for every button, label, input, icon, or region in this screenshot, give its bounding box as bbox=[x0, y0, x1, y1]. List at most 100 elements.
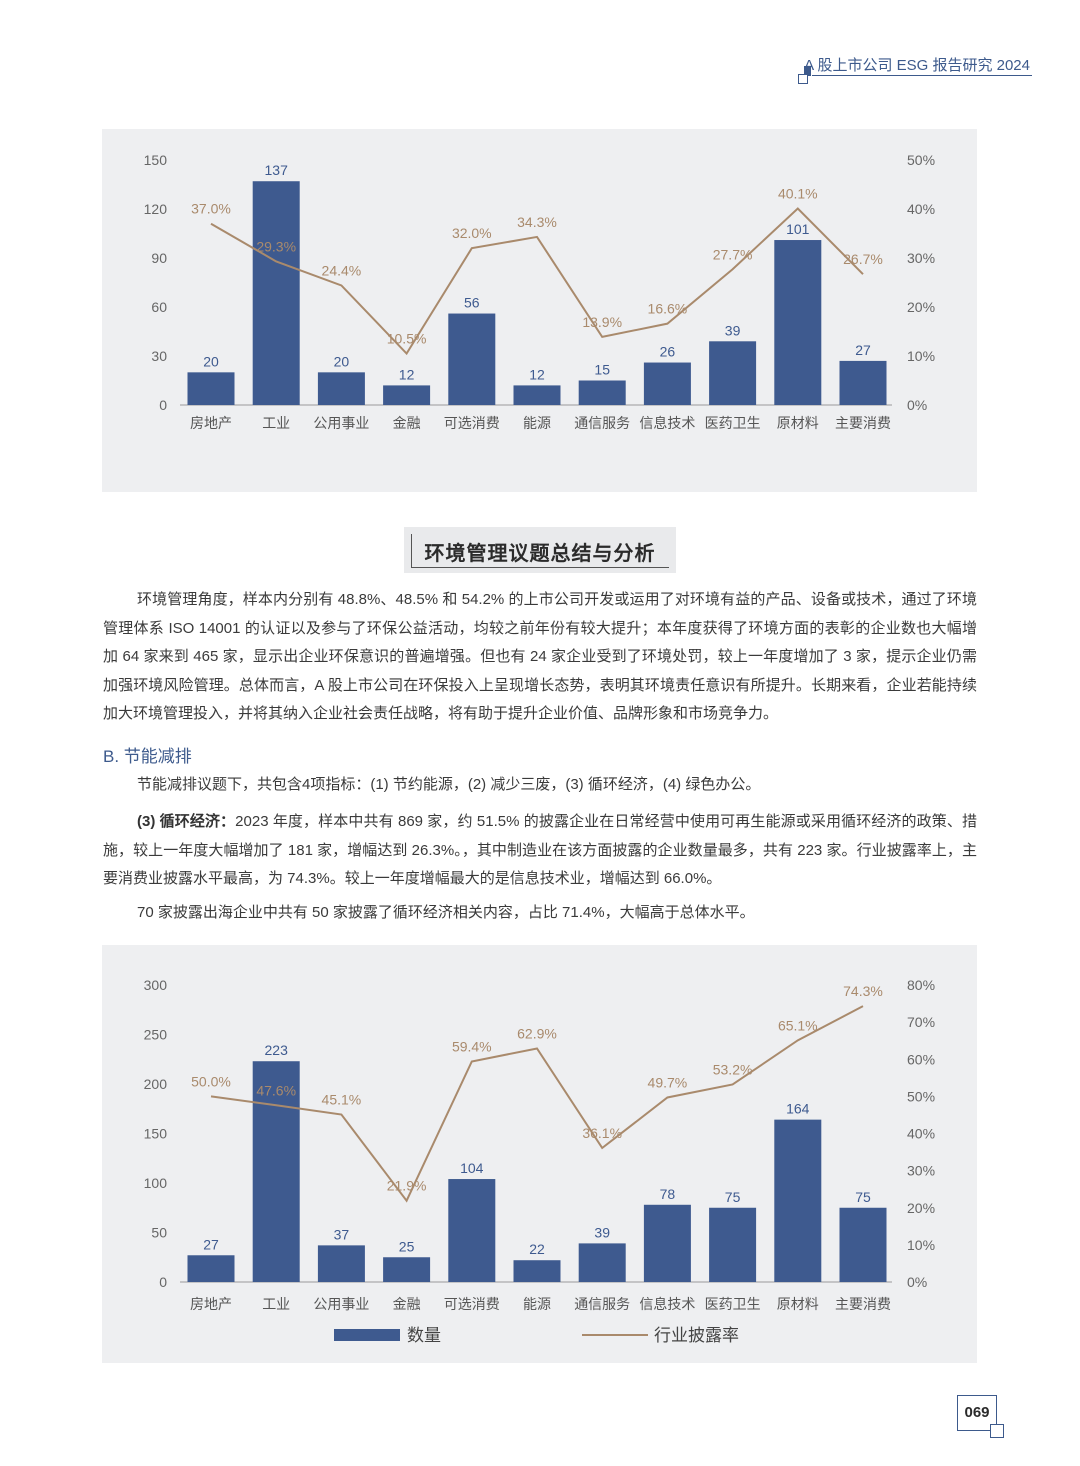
header-rule bbox=[812, 75, 1032, 76]
paragraph-circular-economy: (3) 循环经济：2023 年度，样本中共有 869 家，约 51.5% 的披露… bbox=[103, 808, 977, 894]
chart-panel-2: 0 50 100 150 200 250 300 0% 10% 20% 30% 40% 50% 60% 70… bbox=[102, 945, 977, 1363]
left-axis-tick-label: 150 bbox=[144, 152, 168, 168]
chart-panel-1: 0 30 60 90 120 150 0% 10% 20% 30% 40% 50% 20 房地产 137 工业… bbox=[102, 129, 977, 492]
chart-2: 0 50 100 150 200 250 300 0% 10% 20% 30% 40% 50% 60% 70… bbox=[144, 977, 935, 1346]
line-value-label: 10.5% bbox=[387, 331, 427, 347]
left-axis-tick-label: 90 bbox=[151, 250, 167, 266]
left-axis-tick-label: 120 bbox=[144, 201, 168, 217]
bar-value-label: 37 bbox=[334, 1226, 350, 1242]
left-axis-tick-label: 50 bbox=[151, 1225, 167, 1241]
category-tick-label: 公用事业 bbox=[313, 1297, 369, 1313]
bar bbox=[839, 1207, 887, 1282]
circular-economy-body: 2023 年度，样本中共有 869 家，约 51.5% 的披露企业在日常经营中使… bbox=[103, 813, 977, 887]
legend-bar-label: 数量 bbox=[407, 1326, 441, 1346]
line-value-label: 29.3% bbox=[256, 238, 296, 254]
bar-value-label: 26 bbox=[660, 344, 676, 360]
left-axis-tick-label: 200 bbox=[144, 1076, 168, 1092]
right-axis-tick-label: 30% bbox=[907, 250, 935, 266]
bar bbox=[643, 362, 691, 405]
paragraph-overseas: 70 家披露出海企业中共有 50 家披露了循环经济相关内容，占比 71.4%，大… bbox=[137, 904, 755, 921]
category-tick-label: 主要消费 bbox=[835, 416, 891, 432]
category-tick-label: 房地产 bbox=[190, 1297, 232, 1313]
category-tick-label: 信息技术 bbox=[639, 1296, 695, 1313]
bar bbox=[513, 1260, 561, 1282]
right-axis-tick-label: 40% bbox=[907, 201, 935, 217]
category-tick-label: 工业 bbox=[262, 1297, 290, 1313]
line-value-label: 74.3% bbox=[843, 983, 883, 999]
line-value-label: 62.9% bbox=[517, 1025, 557, 1041]
running-header: A 股上市公司 ESG 报告研究 2024 bbox=[798, 52, 1032, 84]
bar bbox=[187, 372, 235, 405]
category-tick-label: 主要消费 bbox=[835, 1297, 891, 1313]
page-number: 069 bbox=[964, 1404, 990, 1421]
bar bbox=[774, 240, 822, 405]
category-tick-label: 原材料 bbox=[777, 1297, 819, 1313]
disclosure-rate-line bbox=[210, 207, 864, 356]
left-axis-tick-label: 100 bbox=[144, 1175, 168, 1191]
paragraph-env-summary: 环境管理角度，样本内分别有 48.8%、48.5% 和 54.2% 的上市公司开… bbox=[103, 591, 977, 722]
category-tick-label: 房地产 bbox=[190, 416, 232, 432]
category-tick-label: 信息技术 bbox=[639, 415, 695, 432]
page-number-square-icon bbox=[990, 1424, 1004, 1438]
bar-value-label: 39 bbox=[594, 1224, 610, 1240]
right-axis-tick-label: 70% bbox=[907, 1014, 935, 1030]
bar-value-label: 39 bbox=[725, 322, 741, 338]
line-value-label: 59.4% bbox=[452, 1038, 492, 1054]
category-tick-label: 医药卫生 bbox=[705, 1297, 761, 1313]
bar bbox=[383, 385, 431, 405]
bar-value-label: 56 bbox=[464, 295, 480, 311]
circular-economy-lead: (3) 循环经济： bbox=[137, 813, 236, 830]
category-tick-label: 能源 bbox=[523, 1297, 551, 1313]
line-value-label: 13.9% bbox=[582, 314, 622, 330]
bar bbox=[317, 1245, 365, 1282]
right-axis-tick-label: 60% bbox=[907, 1051, 935, 1067]
bar bbox=[513, 385, 561, 405]
bar bbox=[383, 1257, 431, 1282]
bar bbox=[709, 1207, 757, 1282]
bar bbox=[187, 1255, 235, 1282]
line-value-label: 36.1% bbox=[582, 1125, 622, 1141]
line-value-label: 27.7% bbox=[713, 246, 753, 262]
right-axis-tick-label: 50% bbox=[907, 152, 935, 168]
right-axis-tick-label: 50% bbox=[907, 1088, 935, 1104]
line-value-label: 24.4% bbox=[322, 262, 362, 278]
bar bbox=[709, 341, 757, 405]
right-axis-tick-label: 0% bbox=[907, 1274, 927, 1290]
category-tick-label: 通信服务 bbox=[574, 416, 630, 432]
right-axis-tick-label: 30% bbox=[907, 1163, 935, 1179]
line-value-label: 65.1% bbox=[778, 1017, 818, 1033]
bar bbox=[578, 1243, 626, 1282]
bar bbox=[448, 1179, 496, 1282]
right-axis-tick-label: 20% bbox=[907, 1200, 935, 1216]
category-tick-label: 可选消费 bbox=[444, 416, 500, 432]
bar bbox=[643, 1204, 691, 1282]
line-value-label: 32.0% bbox=[452, 225, 492, 241]
bar-value-label: 12 bbox=[399, 366, 415, 382]
bar bbox=[578, 380, 626, 405]
category-tick-label: 公用事业 bbox=[313, 416, 369, 432]
bar-value-label: 25 bbox=[399, 1238, 415, 1254]
category-tick-label: 医药卫生 bbox=[705, 416, 761, 432]
left-axis-tick-label: 0 bbox=[159, 397, 167, 413]
section-title-box: 环境管理议题总结与分析 bbox=[404, 527, 676, 573]
section-title-frame bbox=[411, 534, 669, 568]
bar-value-label: 164 bbox=[786, 1101, 810, 1117]
page-number-box: 069 bbox=[957, 1395, 997, 1431]
bar-value-label: 104 bbox=[460, 1160, 484, 1176]
chart-1: 0 30 60 90 120 150 0% 10% 20% 30% 40% 50% 20 房地产 137 工业… bbox=[144, 152, 935, 432]
line-value-label: 34.3% bbox=[517, 214, 557, 230]
category-tick-label: 可选消费 bbox=[444, 1297, 500, 1313]
bar bbox=[774, 1119, 822, 1282]
disclosure-rate-line bbox=[210, 1005, 864, 1203]
right-axis-tick-label: 40% bbox=[907, 1126, 935, 1142]
bar-value-label: 78 bbox=[660, 1186, 676, 1202]
category-tick-label: 通信服务 bbox=[574, 1297, 630, 1313]
line-value-label: 47.6% bbox=[256, 1082, 296, 1098]
bar-value-label: 15 bbox=[594, 362, 610, 378]
right-axis-tick-label: 20% bbox=[907, 299, 935, 315]
line-value-label: 40.1% bbox=[778, 186, 818, 202]
category-tick-label: 金融 bbox=[393, 416, 421, 432]
bar-value-label: 20 bbox=[203, 353, 219, 369]
line-value-label: 37.0% bbox=[191, 201, 231, 217]
category-tick-label: 能源 bbox=[523, 416, 551, 432]
